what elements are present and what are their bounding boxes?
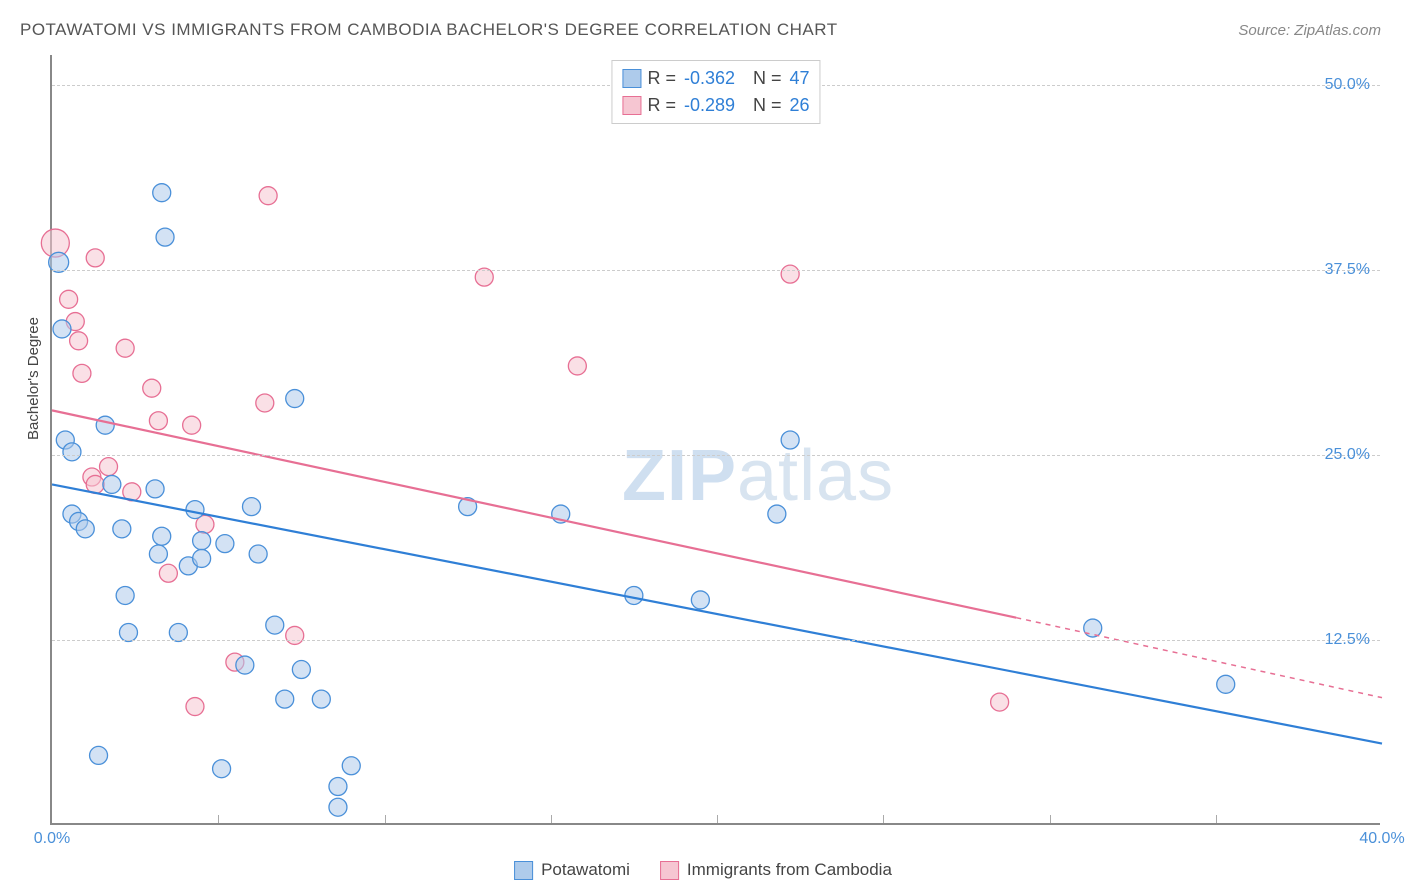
- n-value: 26: [790, 92, 810, 119]
- n-value: 47: [790, 65, 810, 92]
- stats-swatch: [622, 96, 641, 115]
- y-axis-label: Bachelor's Degree: [25, 317, 42, 440]
- source-name: ZipAtlas.com: [1294, 22, 1381, 39]
- gridline: [52, 455, 1380, 456]
- r-value: -0.289: [684, 92, 735, 119]
- legend-swatch-a: [514, 861, 533, 880]
- x-tick: [1050, 815, 1051, 823]
- x-tick: [1216, 815, 1217, 823]
- gridline: [52, 640, 1380, 641]
- r-label: R =: [647, 65, 676, 92]
- y-tick-label: 50.0%: [1325, 76, 1370, 94]
- legend-swatch-b: [660, 861, 679, 880]
- stats-row: R = -0.289 N = 26: [622, 92, 809, 119]
- legend-item-potawatomi: Potawatomi: [514, 860, 630, 880]
- x-tick: [717, 815, 718, 823]
- source-credit: Source: ZipAtlas.com: [1238, 22, 1381, 39]
- stats-box: R = -0.362 N = 47 R = -0.289 N = 26: [611, 60, 820, 124]
- y-tick-label: 12.5%: [1325, 631, 1370, 649]
- stats-swatch: [622, 69, 641, 88]
- stats-row: R = -0.362 N = 47: [622, 65, 809, 92]
- gridline: [52, 270, 1380, 271]
- source-prefix: Source:: [1238, 22, 1294, 39]
- x-tick-label: 40.0%: [1359, 830, 1404, 848]
- x-tick-label: 0.0%: [34, 830, 70, 848]
- x-tick: [385, 815, 386, 823]
- n-label: N =: [753, 65, 782, 92]
- legend-bottom: Potawatomi Immigrants from Cambodia: [514, 860, 892, 880]
- x-tick: [883, 815, 884, 823]
- y-tick-label: 25.0%: [1325, 446, 1370, 464]
- chart-svg: [52, 55, 1380, 823]
- legend-label-a: Potawatomi: [541, 860, 630, 880]
- legend-label-b: Immigrants from Cambodia: [687, 860, 892, 880]
- chart-title: POTAWATOMI VS IMMIGRANTS FROM CAMBODIA B…: [20, 20, 838, 40]
- plot-area: ZIPatlas 12.5%25.0%37.5%50.0%0.0%40.0%R …: [50, 55, 1380, 825]
- r-label: R =: [647, 92, 676, 119]
- x-tick: [218, 815, 219, 823]
- x-tick: [551, 815, 552, 823]
- r-value: -0.362: [684, 65, 735, 92]
- n-label: N =: [753, 92, 782, 119]
- legend-item-cambodia: Immigrants from Cambodia: [660, 860, 892, 880]
- y-tick-label: 37.5%: [1325, 261, 1370, 279]
